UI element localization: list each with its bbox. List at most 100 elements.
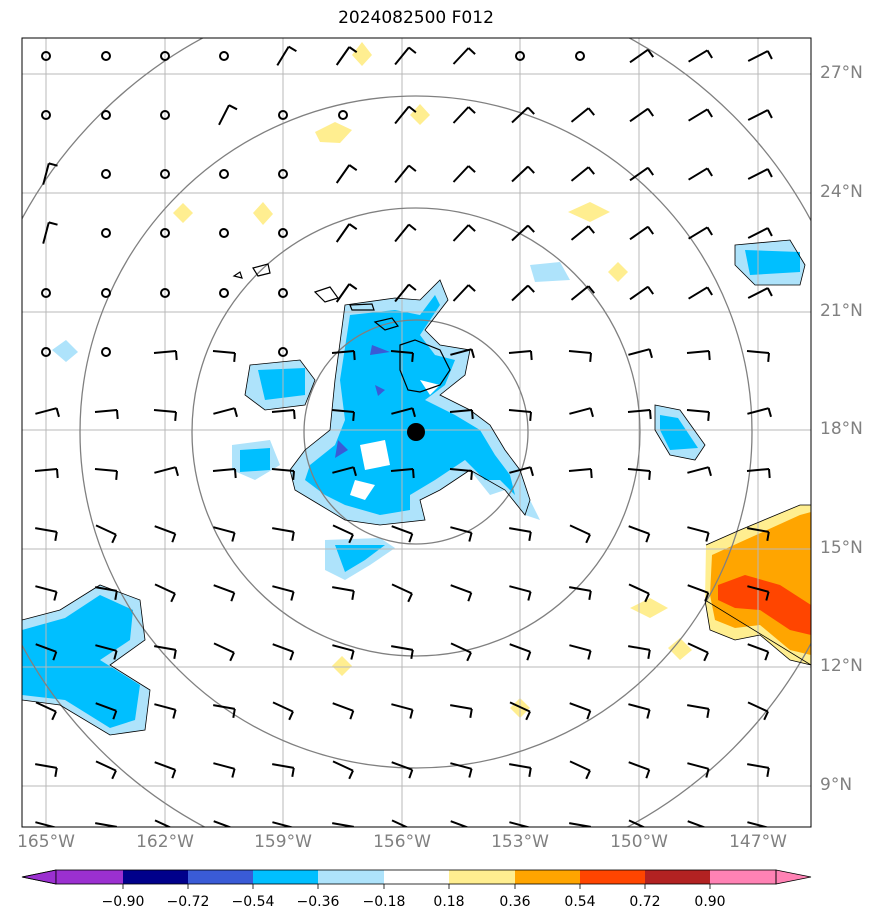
wind-barb-staff	[331, 350, 355, 354]
wind-barb-staff	[335, 283, 351, 303]
wind-barb-flag	[115, 470, 118, 480]
wind-barb-flag	[115, 826, 118, 827]
wind-barb-flag	[768, 468, 771, 479]
wind-barb-staff	[688, 108, 708, 122]
coastlines	[232, 263, 451, 393]
wind-barb-staff	[746, 468, 770, 472]
wind-barb-staff	[570, 285, 590, 301]
wind-barb-flag	[703, 652, 709, 662]
wind-barb-flag	[174, 466, 179, 477]
wind-barb-flag	[171, 533, 177, 543]
wind-barb-staff	[569, 644, 591, 652]
wind-barb-flag	[647, 108, 655, 117]
wind-barb-flag	[587, 285, 595, 294]
wind-barb-staff	[508, 409, 532, 413]
wind-barb-flag	[527, 591, 532, 601]
wind-barb-staff	[747, 763, 769, 769]
wind-barb-staff	[747, 643, 769, 653]
wind-barb-flag	[291, 531, 295, 541]
wind-barb-staff	[35, 407, 57, 415]
wind-barb-staff	[394, 46, 410, 66]
colorbar-tick-label: −0.90	[101, 894, 145, 910]
wind-barb-staff	[629, 107, 649, 123]
wind-barb-flag	[408, 769, 414, 779]
wind-barb-flag	[646, 709, 651, 719]
wind-barb-flag	[647, 226, 655, 235]
lat-label-24n: 24°N	[820, 182, 863, 202]
wind-barb-staff	[95, 822, 117, 827]
wind-barb-staff	[511, 284, 529, 302]
wind-barb-staff	[686, 350, 710, 354]
wind-barb-flag	[291, 767, 295, 777]
lon-label-153w: 153°W	[491, 832, 549, 852]
wind-barb-flag	[173, 649, 177, 659]
wind-barb-flag	[587, 166, 595, 175]
wind-barb-staff	[747, 585, 769, 593]
wind-barb-staff	[212, 350, 236, 354]
wind-barb-staff	[213, 407, 235, 415]
calm-wind-markers	[41, 51, 585, 357]
wind-barb-staff	[628, 583, 650, 595]
wind-barb-flag	[229, 652, 235, 662]
wind-barb-staff	[332, 466, 354, 474]
colorbar-tick-label: −0.18	[362, 894, 406, 910]
field-shading	[22, 42, 811, 735]
wind-barb-flag	[230, 592, 236, 602]
wind-barb-staff	[628, 645, 650, 651]
wind-barb-staff	[276, 46, 290, 66]
wind-barb-flag	[348, 283, 358, 291]
wind-barb-staff	[450, 642, 472, 654]
wind-barb-staff	[747, 168, 769, 180]
wind-barb-flag	[648, 348, 653, 359]
wind-barb-staff	[747, 109, 769, 121]
wind-barb-staff	[153, 409, 177, 413]
wind-barb-staff	[511, 106, 529, 124]
wind-barb-staff	[391, 407, 413, 415]
wind-barb-flag	[232, 708, 236, 718]
wind-barb-flag	[470, 470, 473, 480]
wind-barb-staff	[332, 586, 354, 592]
wind-barb-staff	[272, 585, 294, 593]
wind-barb-staff	[450, 820, 470, 827]
wind-barb-flag	[704, 592, 710, 602]
wind-barb-flag	[647, 49, 655, 58]
wind-barb-staff	[569, 524, 591, 536]
wind-barb-staff	[391, 525, 413, 535]
wind-barb-staff	[213, 762, 235, 770]
wind-barb-staff	[509, 643, 531, 653]
range-ring-2	[191, 207, 641, 657]
wind-barb-flag	[233, 407, 238, 418]
wind-barb-flag	[234, 468, 237, 479]
wind-barb-staff	[688, 226, 708, 240]
wind-barb-staff	[747, 407, 769, 415]
wind-barb-staff	[394, 283, 410, 303]
wind-barb-staff	[627, 409, 651, 413]
wind-barb-flag	[766, 227, 773, 237]
wind-barb-flag	[529, 466, 534, 477]
wind-barb-flag	[293, 409, 296, 420]
wind-barb-staff	[747, 50, 769, 62]
wind-barb-flag	[766, 531, 770, 541]
wind-barb-flag	[528, 531, 532, 541]
wind-barb-flag	[706, 708, 710, 718]
colorbar-tick-label: 0.18	[433, 894, 465, 910]
wind-barb-flag	[348, 46, 358, 54]
wind-barb-staff	[332, 822, 354, 827]
wind-barb-flag	[766, 50, 773, 60]
wind-barb-flag	[527, 284, 535, 293]
wind-barb-flag	[766, 109, 773, 119]
lon-label-165w: 165°W	[17, 832, 75, 852]
wind-barb-staff	[272, 763, 294, 769]
wind-barb-flag	[408, 164, 417, 172]
wind-barb-staff	[452, 224, 470, 242]
wind-barb-flag	[348, 770, 354, 780]
wind-barb-flag	[290, 591, 295, 601]
wind-barb-staff	[629, 48, 649, 64]
wind-barb-flag	[705, 768, 710, 778]
lat-label-18n: 18°N	[820, 419, 863, 439]
wind-barb-flag	[411, 352, 414, 362]
wind-barb-staff	[390, 468, 414, 472]
wind-barb-flag	[352, 466, 357, 477]
wind-barb-flag	[348, 534, 354, 544]
wind-barb-staff	[628, 761, 650, 771]
